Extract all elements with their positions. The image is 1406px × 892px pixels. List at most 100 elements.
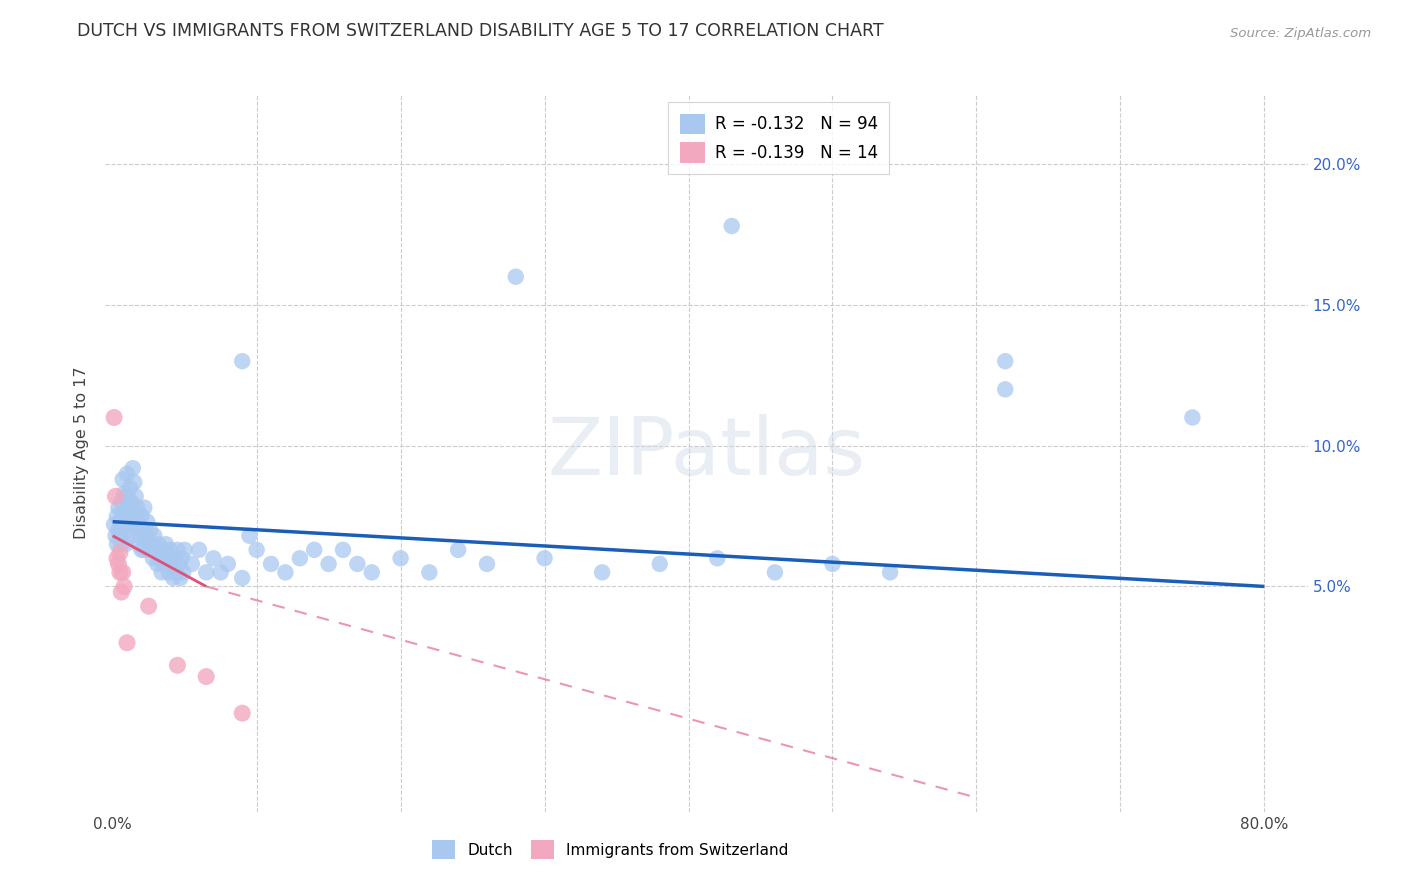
- Point: [821, 557, 844, 571]
- Point: [110, 537, 132, 551]
- Point: [162, 571, 184, 585]
- Point: [103, 517, 125, 532]
- Point: [159, 542, 181, 557]
- Point: [107, 523, 129, 537]
- Point: [131, 509, 153, 524]
- Point: [148, 537, 170, 551]
- Point: [112, 486, 135, 500]
- Point: [260, 557, 283, 571]
- Point: [155, 537, 177, 551]
- Point: [105, 509, 128, 524]
- Point: [231, 706, 253, 721]
- Point: [121, 515, 143, 529]
- Point: [238, 529, 260, 543]
- Point: [108, 566, 131, 580]
- Point: [1181, 410, 1204, 425]
- Point: [274, 566, 297, 580]
- Point: [118, 509, 141, 524]
- Point: [318, 557, 340, 571]
- Point: [156, 551, 179, 566]
- Point: [157, 566, 180, 580]
- Point: [115, 467, 138, 481]
- Point: [143, 529, 166, 543]
- Point: [134, 542, 156, 557]
- Point: [648, 557, 671, 571]
- Point: [447, 542, 470, 557]
- Point: [125, 489, 148, 503]
- Point: [138, 542, 160, 557]
- Point: [217, 557, 239, 571]
- Point: [994, 354, 1017, 368]
- Point: [720, 219, 742, 233]
- Point: [105, 551, 128, 566]
- Point: [120, 495, 142, 509]
- Point: [172, 566, 194, 580]
- Point: [132, 523, 155, 537]
- Legend: Dutch, Immigrants from Switzerland: Dutch, Immigrants from Switzerland: [426, 834, 794, 865]
- Point: [121, 461, 143, 475]
- Text: DUTCH VS IMMIGRANTS FROM SWITZERLAND DISABILITY AGE 5 TO 17 CORRELATION CHART: DUTCH VS IMMIGRANTS FROM SWITZERLAND DIS…: [77, 22, 884, 40]
- Point: [533, 551, 555, 566]
- Point: [108, 515, 131, 529]
- Text: Source: ZipAtlas.com: Source: ZipAtlas.com: [1230, 27, 1371, 40]
- Point: [169, 571, 191, 585]
- Point: [136, 515, 159, 529]
- Point: [591, 566, 613, 580]
- Text: ZIPatlas: ZIPatlas: [547, 414, 866, 491]
- Point: [107, 557, 129, 571]
- Point: [160, 557, 183, 571]
- Point: [120, 529, 142, 543]
- Point: [142, 551, 165, 566]
- Point: [706, 551, 728, 566]
- Point: [302, 542, 325, 557]
- Point: [139, 523, 162, 537]
- Point: [128, 515, 150, 529]
- Point: [165, 566, 187, 580]
- Point: [231, 571, 253, 585]
- Point: [763, 566, 786, 580]
- Point: [166, 542, 188, 557]
- Point: [110, 585, 132, 599]
- Point: [114, 537, 136, 551]
- Point: [180, 557, 202, 571]
- Point: [170, 551, 193, 566]
- Point: [104, 489, 127, 503]
- Point: [104, 529, 127, 543]
- Point: [108, 529, 131, 543]
- Point: [153, 557, 176, 571]
- Point: [128, 537, 150, 551]
- Point: [127, 500, 149, 515]
- Point: [141, 537, 163, 551]
- Point: [122, 475, 145, 490]
- Point: [138, 599, 160, 614]
- Point: [202, 551, 225, 566]
- Point: [505, 269, 527, 284]
- Point: [110, 495, 132, 509]
- Point: [122, 506, 145, 520]
- Point: [115, 489, 138, 503]
- Point: [111, 566, 134, 580]
- Point: [166, 658, 188, 673]
- Point: [994, 382, 1017, 396]
- Point: [188, 542, 211, 557]
- Point: [117, 500, 139, 515]
- Point: [117, 523, 139, 537]
- Y-axis label: Disability Age 5 to 17: Disability Age 5 to 17: [75, 367, 90, 539]
- Point: [146, 557, 169, 571]
- Point: [167, 557, 190, 571]
- Point: [173, 542, 195, 557]
- Point: [135, 529, 157, 543]
- Point: [389, 551, 412, 566]
- Point: [145, 542, 167, 557]
- Point: [475, 557, 498, 571]
- Point: [105, 537, 128, 551]
- Point: [195, 566, 218, 580]
- Point: [111, 506, 134, 520]
- Point: [112, 579, 135, 593]
- Point: [163, 551, 186, 566]
- Point: [111, 472, 134, 486]
- Point: [149, 551, 172, 566]
- Point: [114, 503, 136, 517]
- Point: [332, 542, 354, 557]
- Point: [150, 566, 173, 580]
